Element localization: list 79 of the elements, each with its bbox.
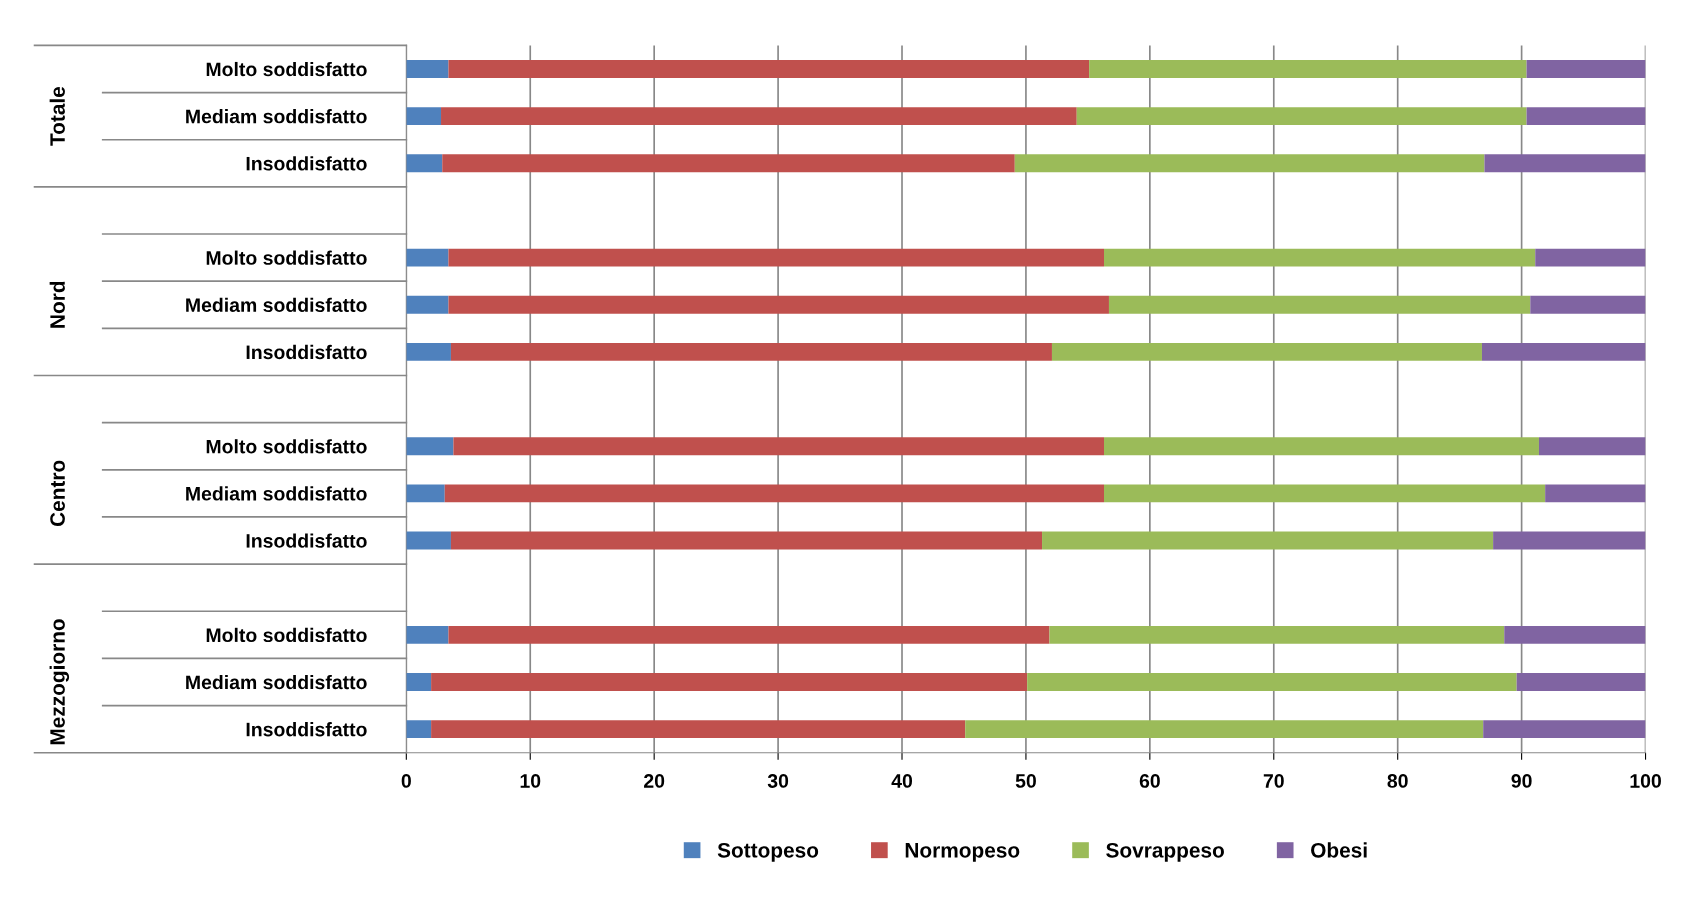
- x-tick-label: 20: [644, 774, 665, 788]
- bar: [441, 107, 1077, 126]
- bar: [406, 484, 445, 503]
- bar: [1104, 437, 1539, 456]
- bar: [450, 531, 1043, 550]
- bar: [965, 720, 1484, 739]
- x-tick-label: 80: [1387, 774, 1408, 788]
- y-tick-label: Molto soddisfatto: [206, 439, 367, 454]
- bar: [406, 673, 432, 691]
- bar: [1014, 154, 1485, 173]
- bar: [1538, 437, 1646, 456]
- bar: [406, 720, 432, 739]
- bar: [453, 437, 1104, 456]
- text: Totale: [49, 86, 65, 146]
- legend-label: Normopeso: [905, 843, 1020, 862]
- bar: [431, 720, 966, 739]
- bar: [1049, 625, 1505, 644]
- bar: [1042, 531, 1494, 550]
- bar: [406, 60, 449, 78]
- bar: [1108, 295, 1531, 314]
- bar: [1089, 60, 1527, 78]
- y-tick-label: Molto soddisfatto: [206, 627, 367, 643]
- bar: [1051, 342, 1482, 361]
- bar: [1535, 248, 1646, 267]
- bar: [1530, 295, 1646, 314]
- bar: [448, 295, 1109, 314]
- bar: [1516, 673, 1646, 691]
- bar: [448, 625, 1050, 644]
- bar: [406, 531, 451, 550]
- bar: [448, 60, 1090, 78]
- bar: [1504, 625, 1646, 644]
- x-tick-label: 60: [1139, 774, 1160, 788]
- bar: [442, 154, 1015, 173]
- bar: [406, 437, 454, 456]
- x-tick-label: 50: [1015, 774, 1036, 788]
- legend-label: Sottopeso: [717, 842, 819, 862]
- legend-label: Sovrappeso: [1106, 842, 1224, 862]
- bar: [406, 248, 449, 267]
- bar: [1481, 342, 1646, 361]
- x-tick-label: 10: [520, 774, 541, 788]
- bar: [444, 484, 1104, 503]
- bar: [1076, 107, 1527, 126]
- y-tick-label: Mediam soddisfatto: [186, 674, 367, 690]
- y-tick-label: Insoddisfatto: [246, 533, 367, 548]
- bar: [406, 295, 449, 314]
- y-tick-label: Molto soddisfatto: [206, 61, 367, 77]
- x-tick-label: 70: [1263, 774, 1284, 788]
- y-tick-label: Insoddisfatto: [246, 722, 367, 737]
- bar: [1526, 107, 1646, 126]
- text: Mezzogiorno: [49, 619, 70, 745]
- bar: [406, 342, 451, 361]
- x-tick-label: 0: [401, 774, 411, 788]
- text: Centro: [50, 460, 65, 527]
- text: Nord: [49, 281, 65, 328]
- bar: [1027, 673, 1517, 691]
- y-tick-label: Mediam soddisfatto: [186, 109, 367, 124]
- legend-label: Obesi: [1311, 842, 1367, 858]
- bar: [1104, 484, 1546, 503]
- y-tick-label: Molto soddisfatto: [206, 250, 367, 265]
- bar: [1493, 531, 1646, 550]
- x-tick-label: 30: [767, 774, 789, 788]
- y-tick-label: Insoddisfatto: [246, 344, 367, 360]
- bar: [406, 625, 449, 644]
- bar: [450, 342, 1052, 361]
- bar: [1484, 154, 1646, 173]
- bar: [1104, 248, 1536, 267]
- bar: [1483, 720, 1646, 739]
- y-tick-label: Mediam soddisfatto: [186, 297, 367, 312]
- bar: [406, 107, 442, 126]
- bar: [1545, 484, 1646, 503]
- bar: [448, 248, 1104, 267]
- bar: [1526, 60, 1646, 78]
- y-tick-label: Mediam soddisfatto: [186, 486, 367, 501]
- y-tick-label: Insoddisfatto: [246, 156, 367, 171]
- bar: [431, 673, 1028, 691]
- bar: [406, 154, 443, 173]
- x-tick-label: 40: [891, 774, 913, 788]
- x-tick-label: 100: [1630, 774, 1661, 788]
- x-tick-label: 90: [1511, 774, 1532, 788]
